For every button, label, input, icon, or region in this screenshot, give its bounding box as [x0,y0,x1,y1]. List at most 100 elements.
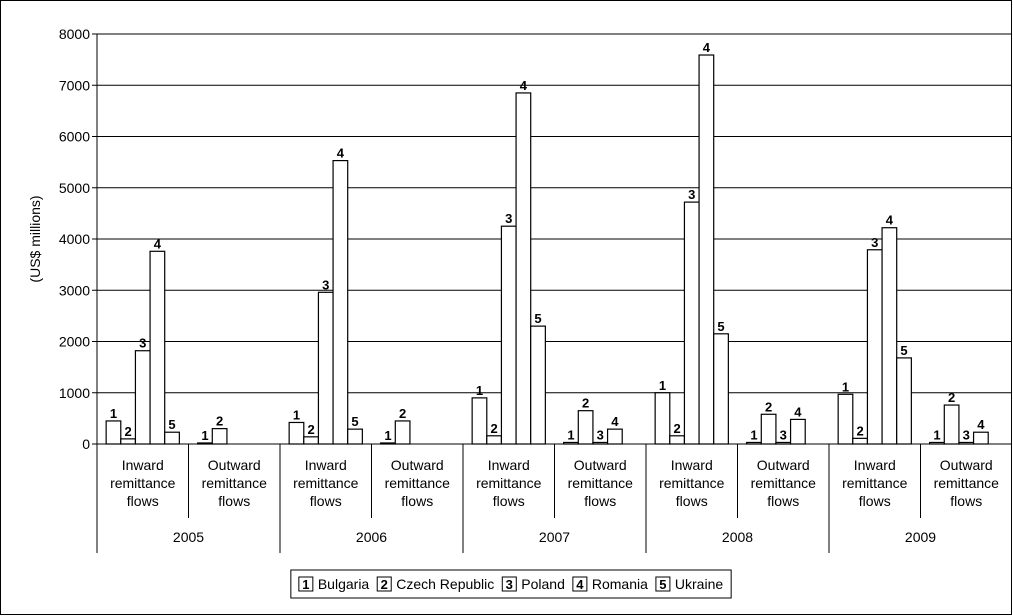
bar-marker: 4 [154,236,162,251]
legend-marker: 1 [302,577,309,592]
bar-marker: 2 [399,406,406,421]
label-line: Inward [488,457,530,473]
label-line: flows [584,493,616,509]
bar [471,397,488,445]
y-tick-label: 6000 [59,129,90,145]
bar-marker: 3 [597,427,604,442]
bar-marker: 5 [900,343,907,358]
bar-marker: 4 [794,404,802,419]
bar-marker: 1 [201,428,208,443]
y-tick-label: 4000 [59,231,90,247]
x-group-label: 2005 [173,529,204,545]
bar [211,428,228,445]
bar-marker: 4 [337,146,345,161]
label-line: flows [859,493,891,509]
bar-marker: 1 [384,428,391,443]
label-line: flows [767,493,799,509]
bar [515,92,532,445]
bar [972,431,989,445]
bar-marker: 1 [659,378,666,393]
bar [896,357,912,445]
bar [149,250,166,445]
y-tick-label: 3000 [59,282,90,298]
bar-marker: 4 [886,213,894,228]
label-line: Outward [208,457,261,473]
bar [606,428,623,445]
bar [120,438,137,445]
bar-marker: 1 [933,427,940,442]
label-line: Inward [122,457,164,473]
bar [837,393,854,445]
bar-marker: 5 [168,417,175,432]
bar-marker: 2 [582,396,589,411]
label-line: flows [493,493,525,509]
x-group-label: 2009 [905,529,936,545]
label-line: remittance [568,475,634,491]
bar-marker: 3 [688,187,695,202]
y-axis-label: (US$ millions) [27,195,43,282]
bar [852,437,869,445]
label-line: flows [127,493,159,509]
bar [669,435,686,445]
y-tick-label: 8000 [59,26,90,42]
label-line: Outward [574,457,627,473]
bar [683,201,700,445]
bar-marker: 1 [842,379,849,394]
label-line: flows [310,493,342,509]
label-line: Outward [757,457,810,473]
y-tick-label: 0 [82,436,90,452]
label-line: flows [950,493,982,509]
bar [530,325,546,445]
y-tick-label: 7000 [59,77,90,93]
legend-label: Romania [592,576,648,592]
x-category-label: Inward remittance flows [110,457,176,509]
label-line: Inward [671,457,713,473]
legend-marker: 4 [576,577,584,592]
label-line: flows [218,493,250,509]
y-tick-label: 1000 [59,385,90,401]
bar-marker: 3 [871,235,878,250]
y-tick-label: 2000 [59,334,90,350]
legend-swatch [501,576,517,592]
legend-swatch [298,576,314,592]
label-line: Outward [391,457,444,473]
bar [317,291,334,445]
bar-marker: 2 [856,423,863,438]
label-line: flows [676,493,708,509]
bar-marker: 1 [567,427,574,442]
legend-label: Bulgaria [318,576,370,592]
bar-marker: 4 [977,417,985,432]
bar-marker: 2 [673,421,680,436]
legend-swatch [376,576,392,592]
bar-marker: 1 [750,427,757,442]
y-tick-label: 5000 [59,180,90,196]
x-category-label: Outward remittance flows [751,457,817,509]
bar-marker: 3 [505,211,512,226]
bar-marker: 4 [703,40,711,55]
bar-marker: 2 [124,424,131,439]
bar-marker: 1 [293,407,300,422]
x-group-label: 2007 [539,529,570,545]
x-category-label: Outward remittance flows [934,457,1000,509]
label-line: remittance [110,475,176,491]
label-line: remittance [934,475,1000,491]
bar-marker: 2 [948,390,955,405]
bar-marker: 2 [307,422,314,437]
x-category-label: Inward remittance flows [476,457,542,509]
bar [394,420,411,445]
legend-swatch [572,576,588,592]
bar [347,428,363,445]
bar [134,350,151,445]
bar [866,249,883,445]
label-line: remittance [751,475,817,491]
x-category-label: Outward remittance flows [385,457,451,509]
bar [713,333,729,445]
x-category-label: Inward remittance flows [842,457,908,509]
legend-marker: 2 [381,577,388,592]
bar-marker: 5 [717,319,724,334]
label-line: remittance [842,475,908,491]
x-group-label: 2008 [722,529,753,545]
